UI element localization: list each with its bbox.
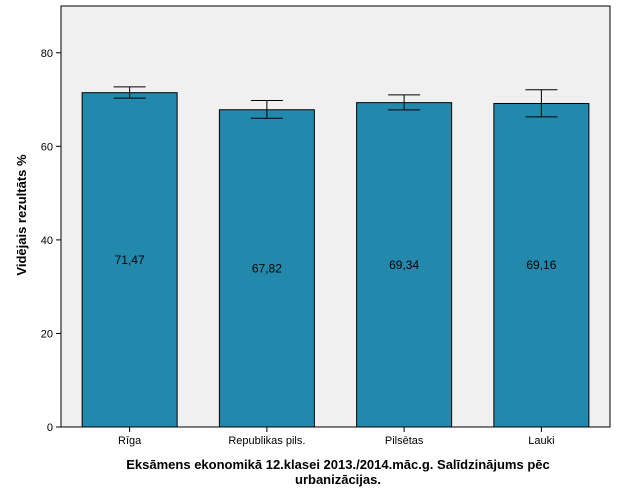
- bar-0: [81, 92, 178, 428]
- x-axis-title-line-2: urbanizācijas.: [295, 472, 381, 487]
- x-axis-title-line-1: Eksāmens ekonomikā 12.klasei 2013./2014.…: [126, 457, 549, 472]
- y-tick-label-0: 0: [47, 422, 53, 434]
- x-tick-label-2: Pilsētas: [385, 435, 424, 447]
- y-tick-label-3: 60: [41, 141, 53, 153]
- y-tick-label-4: 80: [41, 48, 53, 60]
- x-axis: Rīga Republikas pils. Pilsētas Lauki: [118, 427, 555, 447]
- y-tick-label-2: 40: [41, 235, 53, 247]
- x-tick-label-3: Lauki: [528, 435, 554, 447]
- y-axis-title: Vidējais rezultāts %: [14, 154, 29, 276]
- error-bar-1: [250, 99, 283, 119]
- data-label-3: 69,16: [526, 258, 556, 272]
- data-label-0: 71,47: [115, 253, 145, 267]
- error-bar-3: [525, 89, 558, 118]
- x-tick-label-1: Republikas pils.: [228, 435, 305, 447]
- error-bar-0: [113, 86, 146, 99]
- y-tick-label-1: 20: [41, 328, 53, 340]
- y-axis: 0 20 40 60 80: [41, 48, 61, 434]
- bar-2: [356, 102, 453, 428]
- bar-3: [493, 102, 590, 428]
- error-bar-2: [388, 94, 421, 111]
- bar-1: [218, 109, 315, 428]
- data-label-1: 67,82: [252, 261, 282, 275]
- bars: 71,47 67,82 69,34 69,16: [81, 86, 590, 428]
- data-label-2: 69,34: [389, 258, 419, 272]
- x-tick-label-0: Rīga: [118, 435, 142, 447]
